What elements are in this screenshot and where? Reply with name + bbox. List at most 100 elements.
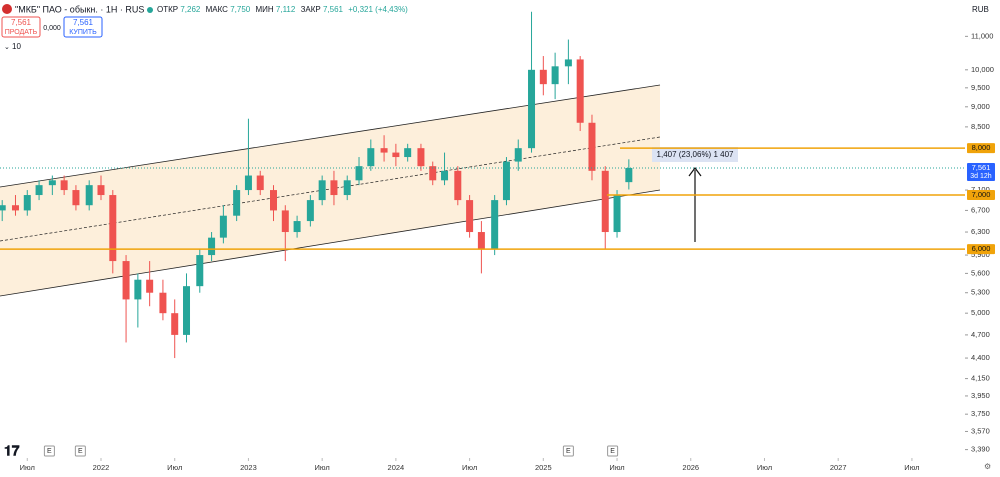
candle-body [576,59,584,123]
x-tick-label: 2025 [535,463,552,472]
currency[interactable]: RUB [972,5,989,14]
y-tick-label: 5,900 [971,250,990,259]
candle-body [244,175,252,191]
candle-body [380,148,388,153]
buy-price: 7,561 [73,18,94,27]
candle-body [502,161,510,201]
event-marker [43,445,55,457]
low: 7,112 [276,5,296,14]
ohlc: ОТКР 7,262 МАКС 7,750 МИН 7,112 ЗАКР 7,5… [157,5,408,14]
y-tick-label: 3,390 [971,445,990,454]
candle-body [330,180,338,196]
candle-body [564,59,572,67]
y-tick-label: 4,150 [971,374,990,383]
y-tick-label: 5,600 [971,268,990,277]
x-tick-label: 2024 [388,463,405,472]
y-tick-label: 7,100 [971,185,990,194]
candle-body [514,148,522,162]
y-tick-label: 3,570 [971,426,990,435]
x-tick-label: Июл [315,463,330,472]
candle-body [343,180,351,196]
y-tick-label: 3,750 [971,409,990,418]
settings-icon[interactable]: ⚙ [984,462,991,471]
x-tick-label: 2026 [682,463,699,472]
measure-arrowhead [688,167,702,177]
event-label: E [610,448,615,455]
candle-body [48,180,56,186]
event-marker [607,445,619,457]
event-marker [74,445,86,457]
countdown: 3d 12h [970,173,992,180]
candle-body [256,175,264,191]
candle-body [417,148,425,167]
candle-body [60,180,68,191]
candle-body [601,170,609,233]
candle-body [122,261,130,300]
indicators-toggle[interactable]: ⌄ [4,44,10,51]
x-tick-label: 2022 [93,463,110,472]
candle-body [134,279,142,300]
plot [0,11,633,359]
candle-body [159,292,167,314]
candle-body [23,195,31,211]
high: 7,750 [230,5,251,14]
candle-body [477,232,485,250]
candle-body [281,210,289,233]
buy-button[interactable] [63,16,103,38]
y-tick-label: 9,500 [971,83,990,92]
event-label: E [47,448,52,455]
tv-logo[interactable]: 𝟏𝟕 [4,443,20,459]
y-tick-label: 3,950 [971,391,990,400]
y-tick-label: 5,300 [971,288,990,297]
level-tag [967,143,995,154]
candle-body [429,166,437,181]
close-label: ЗАКР [301,5,321,14]
channel-lower [0,189,661,297]
level-tag [967,244,995,255]
level-label: 7,000 [972,190,991,199]
sell-price: 7,561 [11,18,32,27]
high-label: МАКС [206,5,229,14]
candle-body [35,185,43,196]
x-tick-label: Июл [904,463,919,472]
candle-body [11,205,19,211]
candle-body [539,69,547,85]
x-tick-label: Июл [757,463,772,472]
indicators-count[interactable]: 10 [12,42,21,51]
spread: 0,000 [43,25,61,32]
event-label: E [78,448,83,455]
candle-body [625,167,633,183]
candle-body [551,66,559,85]
open: 7,262 [180,5,201,14]
candle-body [72,190,80,206]
candle-body [318,180,326,201]
close: 7,561 [323,5,344,14]
y-tick-label: 6,700 [971,205,990,214]
candle-body [146,279,154,293]
sell-label: ПРОДАТЬ [5,29,38,36]
candle-body [208,237,216,256]
candle-body [613,195,621,233]
y-tick-label: 10,000 [971,65,994,74]
candle-body [588,122,596,171]
last-price-tag [967,162,995,181]
x-tick-label: Июл [609,463,624,472]
candle-body [355,166,363,181]
candle-body [171,313,179,335]
channel-fill [0,85,660,296]
logo [2,4,12,14]
y-tick-label: 4,400 [971,353,990,362]
y-tick-label: 11,000 [971,31,993,40]
x-tick-label: Июл [20,463,35,472]
y-tick-label: 4,700 [971,330,990,339]
candle-body [367,148,375,167]
sell-button[interactable] [1,16,41,38]
event-marker [562,445,574,457]
x-tick-label: Июл [167,463,182,472]
candle-body [528,69,536,149]
candle-body [219,215,227,238]
candle-body [441,170,449,181]
x-tick-label: 2027 [830,463,847,472]
